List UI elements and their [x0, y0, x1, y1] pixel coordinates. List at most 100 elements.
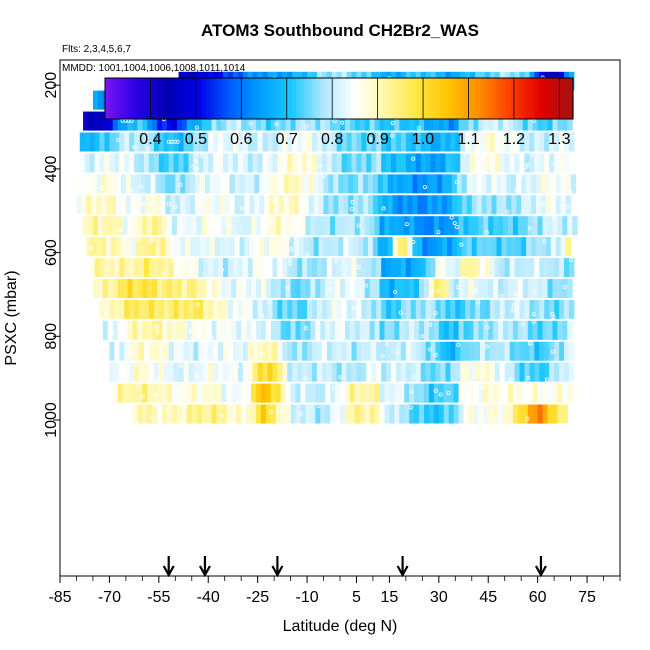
heat-cell	[368, 174, 374, 194]
sample-point	[287, 262, 292, 267]
heat-cell	[117, 278, 124, 298]
heat-cell	[320, 383, 326, 403]
heat-cell	[562, 383, 568, 403]
heat-cell	[152, 111, 158, 131]
heat-cell	[287, 258, 293, 278]
sample-point	[141, 202, 146, 207]
heat-cell	[461, 174, 468, 194]
heat-cell	[527, 383, 534, 403]
heat-cell	[494, 341, 501, 361]
heat-cell	[396, 341, 402, 361]
heat-cell	[246, 320, 252, 340]
heat-cell	[256, 320, 262, 340]
heat-cell	[552, 404, 558, 424]
heat-cell	[223, 299, 229, 319]
heat-cell	[157, 111, 163, 131]
heat-cell	[483, 111, 489, 131]
heat-cell	[384, 216, 390, 236]
heat-cell	[503, 320, 509, 340]
heat-cell	[157, 383, 163, 403]
sample-point	[89, 246, 94, 251]
heat-cell	[180, 237, 186, 257]
heat-cell	[537, 216, 544, 236]
heat-cell	[465, 153, 471, 173]
heat-cell	[129, 299, 135, 319]
heat-cell	[114, 341, 120, 361]
heat-cell	[129, 341, 135, 361]
sample-point	[381, 206, 386, 211]
heat-cell	[148, 299, 155, 319]
heat-cell	[494, 132, 501, 152]
heat-cell	[522, 111, 529, 131]
heat-cell	[428, 404, 435, 424]
heat-cell	[112, 278, 119, 298]
sample-point	[194, 125, 199, 130]
sample-point	[129, 188, 134, 193]
heat-cell	[331, 258, 338, 278]
heat-cell	[557, 278, 563, 298]
heat-cell	[537, 383, 544, 403]
heat-cell	[320, 111, 326, 131]
heat-cell	[522, 383, 529, 403]
heat-cell	[162, 383, 168, 403]
heat-cell	[218, 258, 224, 278]
heat-cell	[359, 111, 366, 131]
heat-cell	[228, 341, 234, 361]
heat-cell	[542, 278, 549, 298]
heat-cell	[142, 320, 148, 340]
heat-cell	[486, 195, 493, 215]
heat-cell	[522, 278, 529, 298]
colorbar-segment	[514, 78, 519, 119]
heat-cell	[148, 153, 155, 173]
sample-point	[288, 247, 293, 252]
heat-cell	[557, 216, 563, 236]
heat-cell	[282, 153, 288, 173]
heat-cell	[251, 278, 257, 298]
heat-cell	[232, 132, 239, 152]
heat-cell	[237, 132, 244, 152]
colorbar-segment	[385, 78, 391, 119]
heat-cell	[468, 320, 474, 340]
heat-cell	[428, 216, 435, 236]
heat-cell	[447, 195, 453, 215]
sample-point	[449, 215, 454, 220]
heat-cell	[312, 153, 318, 173]
colorbar-segment	[319, 78, 324, 119]
heat-cell	[445, 362, 451, 382]
sample-point	[164, 409, 169, 414]
heat-cell	[168, 258, 175, 278]
colorbar-segment	[108, 78, 114, 119]
heat-cell	[358, 174, 364, 194]
colorbar-segment	[179, 78, 184, 119]
sample-point	[303, 141, 308, 146]
heat-cell	[545, 195, 552, 215]
heat-cell	[239, 237, 245, 257]
heat-cell	[274, 195, 280, 215]
heat-cell	[508, 111, 514, 131]
heat-cell	[234, 237, 241, 257]
heat-cell	[285, 278, 292, 298]
sample-point	[455, 225, 460, 230]
heat-cell	[140, 174, 147, 194]
heat-cell	[389, 216, 395, 236]
heat-cell	[508, 320, 514, 340]
heat-cell	[99, 132, 105, 152]
heat-cell	[348, 237, 354, 257]
heat-cell	[534, 153, 540, 173]
heat-cell	[228, 362, 234, 382]
sample-point	[150, 237, 155, 242]
sample-point	[199, 335, 204, 340]
heat-cell	[102, 216, 109, 236]
colorbar-segment	[218, 78, 223, 119]
heat-cell	[486, 174, 493, 194]
heat-cell	[493, 383, 499, 403]
heat-cell	[552, 383, 558, 403]
sample-point	[304, 124, 309, 129]
x-tick-label: -70	[98, 589, 121, 606]
heat-cell	[399, 404, 405, 424]
heat-cell	[331, 362, 338, 382]
heat-cell	[150, 174, 157, 194]
heat-cell	[232, 362, 239, 382]
heat-cell	[346, 299, 353, 319]
sample-point	[283, 197, 288, 202]
